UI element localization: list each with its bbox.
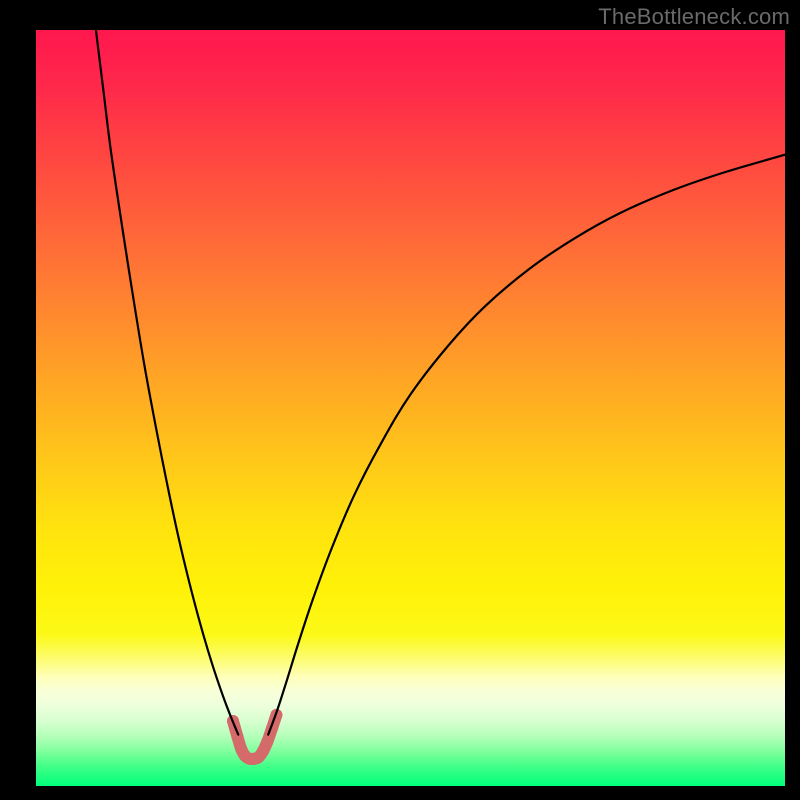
chart-canvas: TheBottleneck.com (0, 0, 800, 800)
bottleneck-curve (36, 30, 785, 786)
trough-marker-dot (261, 735, 273, 747)
curve-right-branch (268, 155, 785, 735)
curve-left-branch (96, 30, 238, 735)
watermark-text: TheBottleneck.com (598, 4, 790, 30)
plot-area (36, 30, 785, 786)
